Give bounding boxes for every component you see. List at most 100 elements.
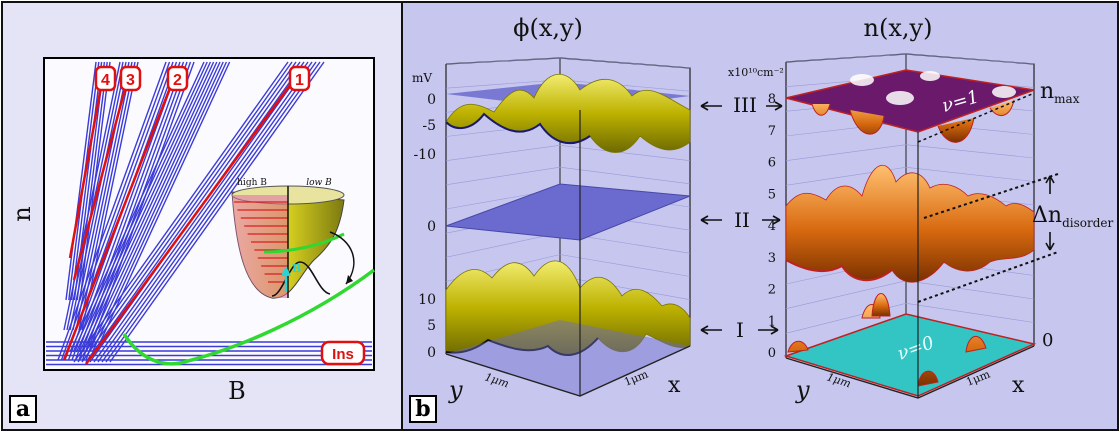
regime-3-left-arrow: [700, 101, 722, 111]
n-max-label: nmax: [1040, 79, 1080, 106]
b-field-arrow-head: [281, 266, 291, 276]
n-tick-0: 0: [768, 346, 776, 361]
percolation-line-4: [68, 69, 106, 259]
phi-grid-row-4: [445, 145, 691, 161]
percolation-line-3: [72, 69, 132, 281]
fan-line-b-5: [74, 61, 185, 361]
insulator-boundary-curve: [122, 268, 376, 366]
fan-line-c-6: [81, 61, 139, 331]
fan-line-d-4: [76, 61, 108, 301]
phi-plot-box: mV 0 -5 -10 0 10 5 0 y 1μm x 1μm: [412, 57, 691, 404]
regime-1-left-arrow: [700, 325, 722, 335]
fan-line-a-6: [97, 61, 313, 363]
phi-grid-row-0: [445, 57, 691, 69]
fan-tag-2: 2: [166, 65, 189, 92]
regime-2-right-arrow: [762, 215, 781, 225]
fan-line-e-4: [82, 61, 218, 353]
fan-line-d-2: [70, 61, 103, 301]
phi-x-axis-label: x: [668, 373, 681, 398]
n-top-hole-1: [850, 74, 874, 86]
phi-grid-row-5: [445, 166, 691, 186]
n-y-axis-label: y: [795, 376, 810, 404]
nmax-dashed-line: [917, 93, 1033, 143]
phi-bottom-tick-1: 5: [427, 318, 436, 334]
delta-up-arrow: [1045, 175, 1055, 194]
panel-a-label: a: [16, 396, 30, 422]
fan-line-b-0: [57, 61, 167, 361]
fan-line-e-1: [72, 61, 208, 353]
n-max-sub: max: [1054, 92, 1080, 106]
n-grid-row-0: [785, 53, 1035, 65]
panel-b: ϕ(x,y) n(x,y) mV 0 -5 -: [409, 14, 1113, 423]
inset-potential-bowl: high B low B B: [231, 178, 355, 299]
n-zero-label: 0: [1042, 330, 1053, 351]
bowl-barrier: [271, 261, 331, 297]
fan-line-a-7: [101, 61, 317, 363]
phi-top-tick-2: -10: [413, 147, 436, 163]
n-bottom-plane: [783, 313, 1037, 397]
panel-b-label-box: [409, 395, 437, 423]
panel-b-label: b: [415, 396, 430, 422]
fan-tag-3-text: 3: [126, 72, 135, 89]
regime-2-label: II: [734, 208, 750, 232]
bowl-green-level: [263, 232, 345, 254]
regime-3: III: [700, 93, 783, 117]
inset-low-b-label: low B: [306, 178, 332, 188]
bowl-arrow-head: [346, 275, 353, 284]
fan-line-a-9: [109, 61, 325, 363]
percolation-line-2: [62, 69, 179, 361]
fan-line-e-6: [88, 61, 224, 353]
n-x-axis-label: x: [1012, 373, 1025, 398]
fan-tag-4-text: 4: [101, 72, 110, 89]
regime-1-label: I: [736, 318, 744, 342]
n-grid-row-4: [785, 144, 1035, 161]
inset-high-b-label: high B: [237, 178, 267, 188]
fan-line-a-8: [105, 61, 321, 363]
phi-top-tick-0: 0: [427, 92, 436, 108]
n-top-hole-2: [920, 71, 940, 81]
phi-unit-label: mV: [412, 71, 432, 85]
phi-bottom-tick-0: 10: [418, 292, 436, 308]
fan-line-e-8: [94, 61, 231, 353]
panel-a-x-axis-label: B: [228, 377, 246, 405]
n-top-hole-3: [886, 91, 914, 105]
fan-line-a-3: [85, 61, 301, 363]
fan-tag-2-text: 2: [173, 72, 182, 89]
n-title: n(x,y): [864, 14, 933, 42]
n-tick-8: 8: [768, 92, 776, 107]
inset-b-label: B: [292, 262, 301, 275]
n-tick-labels: 8 7 6 5 4 3 2 1 0: [768, 92, 776, 361]
regime-3-right-arrow: [766, 101, 783, 111]
fan-line-b-8: [85, 61, 195, 361]
regime-1-right-arrow: [758, 325, 779, 335]
fan-tag-1-text: 1: [295, 72, 304, 89]
bowl-level-stripes: [234, 201, 288, 283]
percolation-line-1: [84, 69, 303, 365]
n-tick-5: 5: [768, 187, 776, 202]
n-top-drips: [811, 99, 1015, 143]
fan-line-e-3: [78, 61, 215, 353]
regime-labels: III II I: [700, 93, 783, 342]
fan-line-e-2: [75, 61, 212, 353]
bowl-high-b-half: [232, 195, 288, 298]
n-tick-3: 3: [768, 251, 776, 266]
delta-n-main: Δn: [1032, 203, 1062, 228]
fan-tag-4: 4: [94, 65, 117, 92]
n-max-main: n: [1040, 79, 1054, 104]
phi-middle-plane: [445, 183, 691, 241]
fan-line-a-2: [81, 61, 297, 363]
panel-a: 4 3 2 1 Ins: [8, 57, 376, 423]
delta-n-sub: disorder: [1062, 216, 1113, 230]
disorder-dashed-line-bottom: [917, 251, 1059, 303]
n-tick-2: 2: [768, 283, 776, 298]
insulator-tag: Ins: [320, 340, 366, 366]
n-middle-front-edge: [785, 259, 893, 282]
phi-bottom-tick-2: 0: [427, 345, 436, 361]
phi-top-front-edge: [445, 112, 591, 145]
regime-2: II: [700, 208, 781, 232]
phi-title: ϕ(x,y): [513, 14, 583, 42]
phi-bottom-front-edge: [445, 337, 599, 357]
fan-line-e-0: [69, 61, 205, 353]
